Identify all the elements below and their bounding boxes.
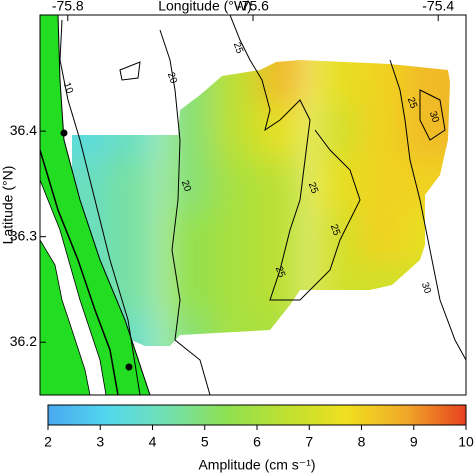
amplitude-cell bbox=[109, 60, 157, 106]
amplitude-cell bbox=[405, 60, 450, 106]
contour-label: 25 bbox=[231, 41, 245, 56]
amplitude-cell bbox=[109, 210, 157, 265]
amplitude-cell bbox=[109, 104, 157, 159]
amplitude-cell bbox=[165, 157, 213, 212]
contour bbox=[159, 29, 211, 395]
shoreline bbox=[40, 149, 119, 395]
colorbar-tick-label: 4 bbox=[149, 434, 157, 450]
contour-label: 30 bbox=[427, 110, 441, 125]
contour bbox=[229, 15, 361, 301]
contour-label: 30 bbox=[419, 281, 433, 296]
contour-label: 25 bbox=[328, 223, 342, 238]
station bbox=[125, 363, 133, 371]
amplitude-cell bbox=[211, 210, 259, 265]
amplitude-cell bbox=[211, 60, 259, 106]
amplitude-cell bbox=[109, 157, 157, 212]
amplitude-cell bbox=[359, 157, 407, 212]
amplitude-cell bbox=[257, 104, 305, 159]
amplitude-cell bbox=[359, 60, 407, 106]
colorbar-tick-label: 5 bbox=[201, 434, 209, 450]
colorbar bbox=[47, 404, 467, 426]
contour-label: 10 bbox=[61, 81, 75, 96]
amplitude-cell bbox=[257, 157, 305, 212]
amplitude-cell bbox=[211, 157, 259, 212]
y-tick-label: 36.2 bbox=[10, 333, 37, 349]
y-axis-label: Latitude (°N) bbox=[0, 166, 16, 245]
amplitude-cell bbox=[165, 60, 213, 106]
colorbar-tick-label: 10 bbox=[458, 434, 474, 450]
land-and-contours bbox=[40, 15, 466, 395]
land bbox=[40, 239, 91, 395]
amplitude-cell bbox=[257, 210, 305, 265]
amplitude-cell bbox=[405, 315, 450, 346]
amplitude-cell bbox=[211, 263, 259, 317]
colorbar-tick-label: 8 bbox=[358, 434, 366, 450]
amplitude-cell bbox=[211, 104, 259, 159]
amplitude-cell bbox=[359, 104, 407, 159]
colorbar-tick-label: 9 bbox=[410, 434, 418, 450]
x-axis-label: Longitude (°W) bbox=[158, 0, 252, 14]
y-tick-label: 36.3 bbox=[10, 227, 37, 243]
colorbar-tick-label: 7 bbox=[305, 434, 313, 450]
x-tick-label: -75.8 bbox=[52, 0, 84, 14]
amplitude-cell bbox=[165, 263, 213, 317]
amplitude-cell bbox=[359, 315, 407, 346]
contour bbox=[419, 89, 446, 141]
y-tick-label: 36.4 bbox=[10, 122, 37, 138]
contour-label: 20 bbox=[179, 179, 193, 194]
colorbar-tick-label: 3 bbox=[96, 434, 104, 450]
colorbar-tick-label: 2 bbox=[44, 434, 52, 450]
contour-label: 20 bbox=[165, 71, 179, 86]
amplitude-cell bbox=[165, 104, 213, 159]
amplitude-cell bbox=[313, 104, 361, 159]
amplitude-cell bbox=[165, 315, 213, 346]
station bbox=[60, 129, 68, 137]
amplitude-cell bbox=[165, 210, 213, 265]
amplitude-cell bbox=[313, 263, 361, 317]
x-tick-label: -75.6 bbox=[237, 0, 269, 14]
colorbar-label: Amplitude (cm s⁻¹) bbox=[198, 457, 315, 473]
contour-label: 25 bbox=[306, 181, 320, 196]
contour-label: 25 bbox=[405, 96, 419, 111]
amplitude-cell bbox=[359, 210, 407, 265]
amplitude-cell bbox=[405, 210, 450, 265]
amplitude-cell bbox=[405, 104, 450, 159]
amplitude-cell bbox=[211, 315, 259, 346]
x-tick-label: -75.4 bbox=[422, 0, 454, 14]
amplitude-cell bbox=[405, 263, 450, 317]
amplitude-cell bbox=[257, 315, 305, 346]
contour-label: 25 bbox=[273, 265, 287, 280]
amplitude-cell bbox=[313, 60, 361, 106]
amplitude-cell bbox=[313, 210, 361, 265]
amplitude-cell bbox=[313, 157, 361, 212]
contour bbox=[119, 61, 141, 81]
amplitude-cell bbox=[313, 315, 361, 346]
amplitude-cell bbox=[257, 60, 305, 106]
colorbar-tick-label: 6 bbox=[253, 434, 261, 450]
contour bbox=[59, 19, 141, 395]
amplitude-cell bbox=[359, 263, 407, 317]
contour bbox=[389, 59, 466, 361]
